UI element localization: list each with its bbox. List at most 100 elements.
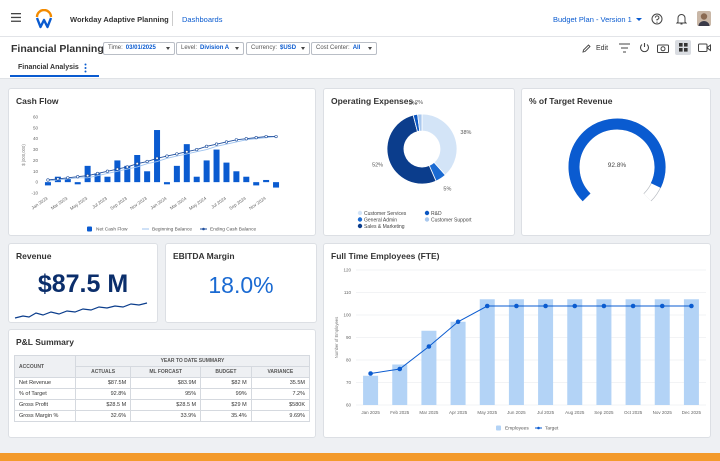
notifications-icon[interactable]: [676, 13, 687, 25]
y-tick-label: 110: [344, 290, 352, 295]
legend-label: Net Cash Flow: [96, 227, 128, 233]
cash-flow-card: Cash Flow -10 0 10 20 30 40 50 60 $ (000,000) Jan…: [8, 88, 316, 236]
x-tick-label: Dec 2025: [682, 410, 702, 415]
y-tick-label: 80: [346, 358, 352, 363]
y-axis-title: $ (000,000): [21, 144, 26, 166]
table-cell: 92.8%: [74, 388, 132, 400]
table-cell: 35.4%: [200, 410, 252, 422]
table-row: Gross Profit $28.5 M $28.5 M $29 M $580K: [14, 399, 311, 411]
tab-label[interactable]: Financial Analysis: [18, 64, 79, 71]
y-axis-title: Number of Employees: [334, 317, 339, 358]
line-marker: [155, 156, 159, 160]
refresh-icon[interactable]: [639, 42, 650, 53]
table-header-row: ACCOUNT YEAR TO DATE SUMMARY: [14, 355, 310, 378]
filter-dropdown[interactable]: Level: Division A: [176, 42, 244, 55]
camera-icon[interactable]: [657, 43, 669, 53]
plan-caret: [636, 18, 642, 21]
table-cell: 9.69%: [250, 410, 311, 422]
legend-swatch: [87, 226, 92, 232]
card-title: Cash Flow: [16, 96, 59, 106]
help-icon[interactable]: [651, 13, 663, 25]
y-tick-label: 70: [346, 380, 352, 385]
x-tick-label: Apr 2025: [449, 410, 468, 415]
bar: [596, 299, 612, 405]
table-cell: Net Revenue: [14, 377, 76, 389]
filter-value: All: [352, 45, 361, 51]
bar: [74, 182, 81, 185]
line-marker: [368, 371, 373, 376]
line-marker: [115, 167, 119, 171]
gauge-fill: [568, 118, 666, 202]
filter-dropdown[interactable]: Time: 03/01/2025: [103, 42, 175, 55]
user-avatar[interactable]: [697, 11, 711, 26]
revenue-card: Revenue $87.5 M: [8, 243, 158, 323]
legend-swatch: [424, 210, 430, 216]
legend-swatch: [496, 425, 501, 431]
x-tick-label: Feb 2025: [390, 410, 410, 415]
x-tick-label: Sep 2025: [594, 410, 614, 415]
line: [47, 136, 277, 182]
pie-slice: [421, 113, 458, 176]
line-marker: [254, 136, 258, 140]
filter-icon[interactable]: [619, 43, 630, 53]
filter-dropdown[interactable]: Cost Center: All: [311, 42, 377, 55]
x-tick-label: Nov 2025: [653, 410, 673, 415]
line-marker: [185, 150, 189, 154]
slice-label: 5%: [443, 187, 451, 193]
table-cell: $28.5 M: [130, 399, 202, 411]
plan-selector[interactable]: Budget Plan - Version 1: [553, 15, 632, 24]
bar: [654, 299, 670, 405]
grid-view-button[interactable]: [675, 40, 691, 55]
bottom-strip: [0, 453, 720, 461]
edit-icon: [582, 44, 591, 53]
table-cell: $28.5 M: [74, 399, 132, 411]
x-tick-label: Jul 2023: [91, 195, 108, 209]
line-marker: [234, 138, 238, 142]
x-tick-label: Oct 2025: [624, 410, 643, 415]
line-marker: [165, 154, 169, 158]
kpi-value: 18.0%: [208, 272, 274, 298]
filter-label: Cost Center:: [316, 45, 350, 51]
x-tick-label: May 2023: [69, 195, 88, 211]
x-tick-label: Jun 2025: [507, 410, 526, 415]
table-row: Net Revenue $87.5M $83.9M $82 M 35.5M: [14, 377, 311, 389]
bar: [450, 321, 466, 405]
tab-menu-icon[interactable]: [84, 63, 87, 73]
filter-value: Division A: [200, 45, 230, 51]
pie-slice: [386, 114, 437, 185]
bar: [154, 130, 161, 183]
x-tick-label: Jan 2025: [361, 410, 380, 415]
line-marker: [689, 303, 694, 309]
legend-swatch: [537, 426, 540, 430]
fte-card: Full Time Employees (FTE) 60 70 80 90 100 110…: [323, 243, 711, 438]
bar: [253, 182, 260, 186]
line-marker: [455, 319, 461, 325]
x-tick-label: May 2025: [477, 410, 497, 415]
x-tick-label: Nov 2023: [129, 195, 148, 210]
card-title: Operating Expenses: [331, 96, 414, 106]
bar: [84, 165, 91, 183]
ebitda-card: EBITDA Margin 18.0%: [165, 243, 317, 323]
nav-link[interactable]: Dashboards: [182, 15, 223, 24]
y-tick-label: 50: [33, 125, 39, 130]
x-tick-label: Nov 2024: [248, 195, 267, 210]
line-marker: [66, 176, 70, 180]
column-header: ML FORCAST: [130, 366, 202, 378]
filter-caret: [235, 47, 239, 50]
bar: [124, 165, 131, 183]
table-cell: $29 M: [200, 399, 252, 411]
line-marker: [426, 344, 432, 349]
gauge-label: 92.8%: [608, 162, 627, 169]
menu-icon[interactable]: [11, 13, 21, 22]
bar: [64, 178, 71, 183]
legend-swatch: [202, 227, 205, 231]
filter-dropdown[interactable]: Currency: $USD: [246, 42, 310, 55]
slice-label: 2%: [415, 100, 423, 106]
table-row: % of Target 92.8% 95% 99% 7.2%: [14, 388, 311, 400]
x-tick-label: Sep 2024: [228, 195, 247, 210]
present-icon[interactable]: [698, 43, 711, 53]
edit-label: Edit: [596, 45, 609, 52]
table-cell: $83.9M: [130, 377, 202, 389]
bar: [104, 176, 111, 183]
